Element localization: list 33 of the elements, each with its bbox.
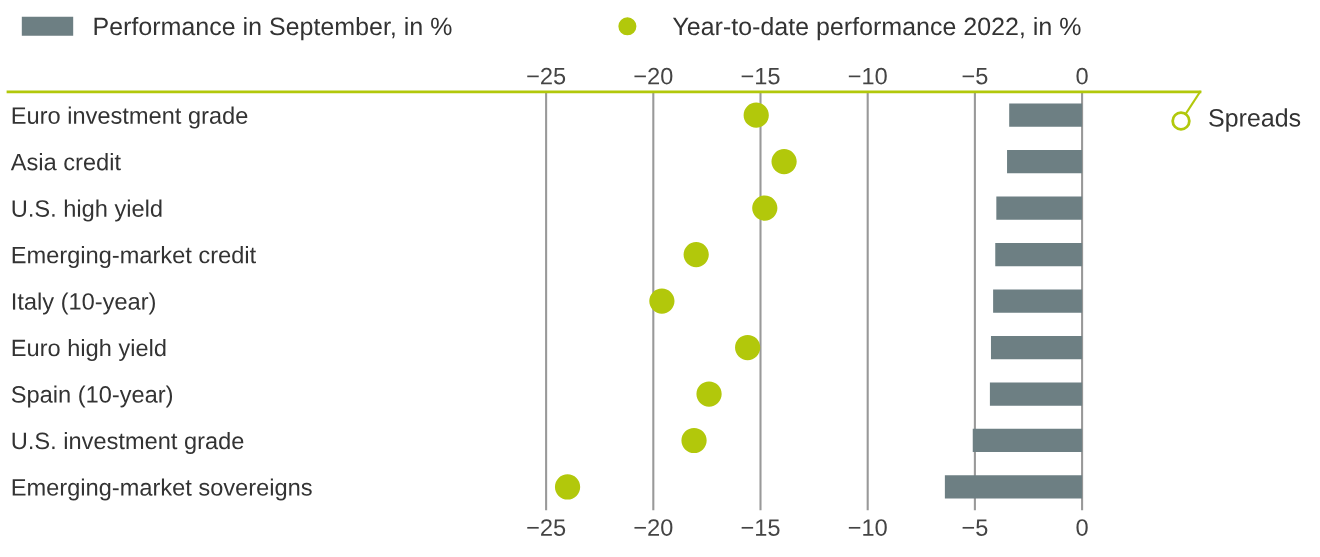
x-tick-label: −20 [634, 519, 673, 536]
point [771, 149, 797, 175]
legend-label: Year-to-date performance 2022, in % [672, 16, 1081, 41]
x2-tick-label: −15 [741, 67, 780, 85]
y-tick-label: Spain (10-year) [11, 385, 173, 408]
point [683, 241, 709, 268]
y-tick-label: Euro high yield [12, 338, 166, 361]
text: Spreads [1209, 108, 1301, 132]
y-tick-label: Emerging-market sovereigns [12, 478, 312, 501]
point [752, 195, 778, 221]
x2-tick-label: −25 [527, 67, 566, 85]
x2-tick-label: −10 [848, 67, 887, 85]
y-tick-label: U.S. investment grade [12, 431, 244, 454]
y-tick-label: Italy (10-year) [12, 292, 155, 315]
point [681, 427, 707, 454]
x2-tick-label: −20 [634, 67, 673, 85]
y-tick-label: Asia credit [10, 153, 121, 171]
point [696, 381, 722, 407]
x2-tick-label: −5 [962, 67, 988, 85]
x-tick-label: −10 [848, 519, 887, 536]
x-tick-label: −5 [962, 519, 988, 536]
point [735, 334, 761, 361]
x-tick-label: 0 [1076, 519, 1088, 536]
x-tick-label: −15 [741, 519, 780, 536]
y-tick-label: Emerging-market credit [12, 246, 256, 269]
point [554, 474, 581, 500]
legend-label: Performance in September, in % [94, 16, 452, 41]
point [743, 102, 769, 128]
y-tick-label: U.S. high yield [12, 199, 162, 222]
point [649, 288, 675, 314]
x2-tick-label: 0 [1076, 67, 1088, 85]
x-tick-label: −25 [527, 519, 566, 536]
y-tick-label: Euro investment grade [12, 106, 248, 129]
